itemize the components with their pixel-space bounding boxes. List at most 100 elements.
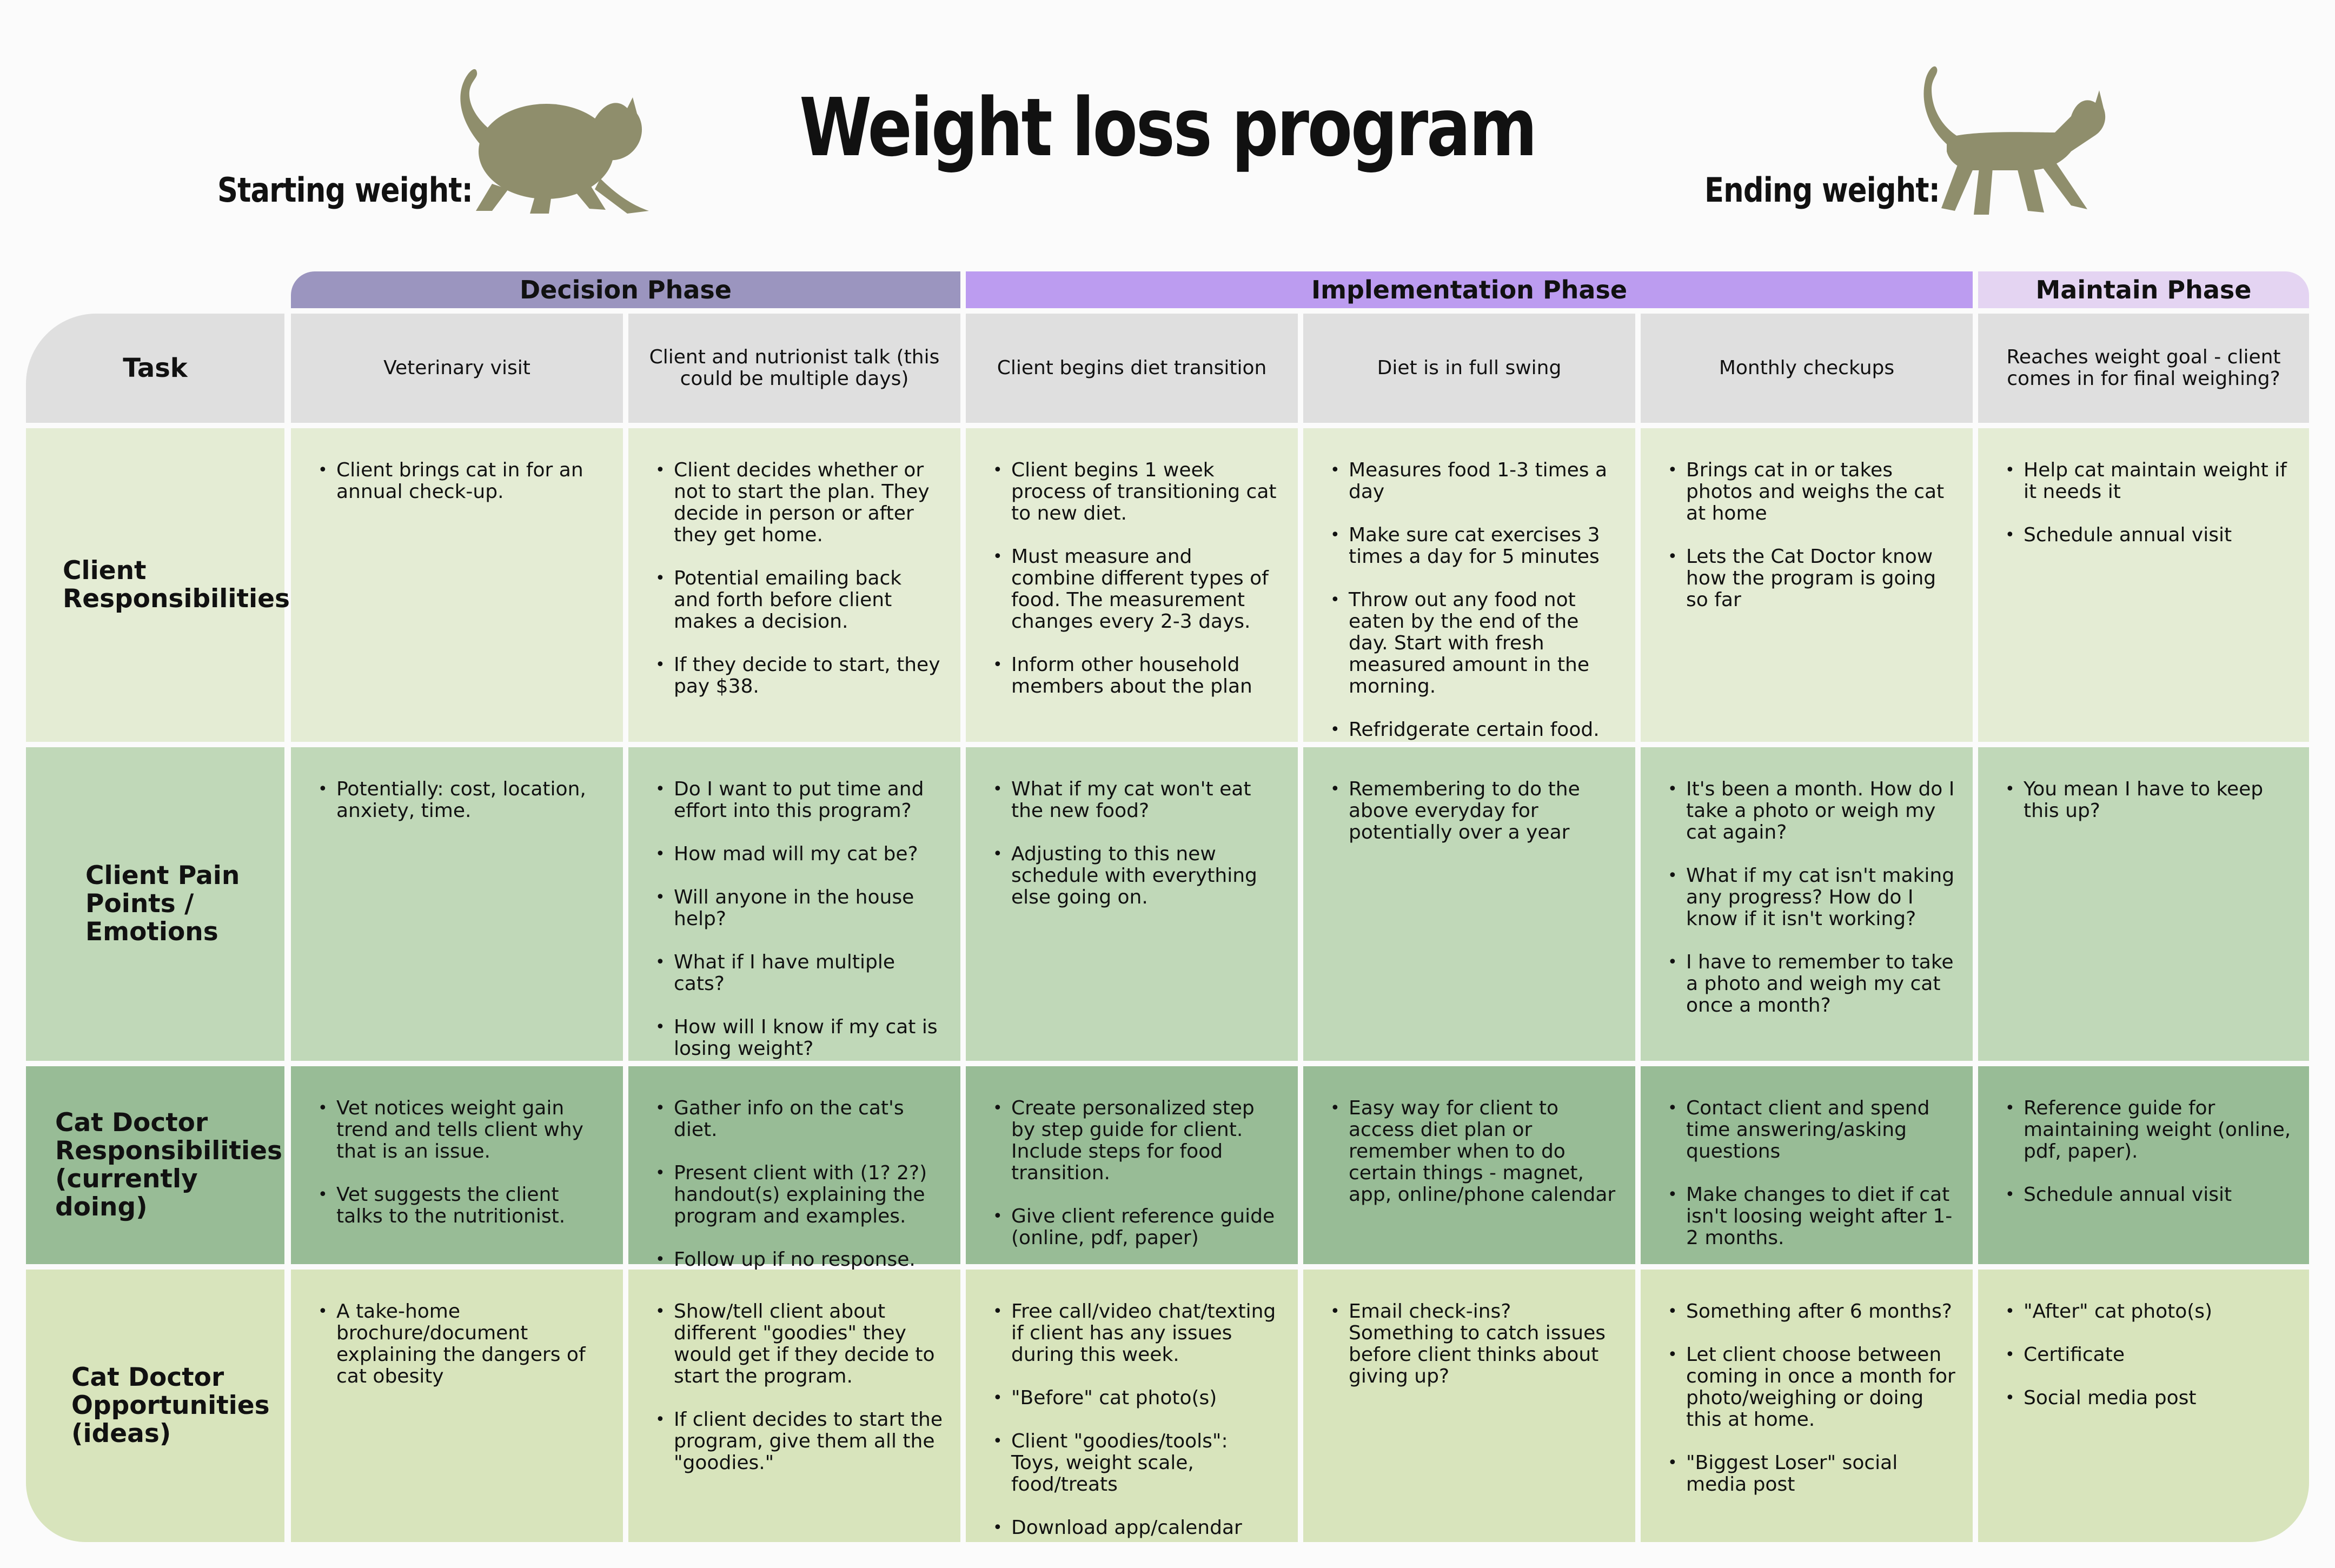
list-item: "Before" cat photo(s) xyxy=(993,1387,1282,1410)
table-cell: Client decides whether or not to start t… xyxy=(628,428,960,742)
table-cell: Brings cat in or takes photos and weighs… xyxy=(1641,428,1973,742)
table-cell: What if my cat won't eat the new food? Ad… xyxy=(966,747,1298,1061)
row-label: Cat Doctor Opportunities (ideas) xyxy=(26,1270,284,1542)
list-item: Remembering to do the above everyday for… xyxy=(1330,779,1619,843)
bullet-list: Client decides whether or not to start t… xyxy=(655,460,944,697)
list-item: Follow up if no response. xyxy=(655,1249,944,1271)
table-cell: Show/tell client about different "goodie… xyxy=(628,1270,960,1542)
list-item: If client decides to start the program, … xyxy=(655,1409,944,1474)
list-item: Download app/calendar xyxy=(993,1517,1282,1539)
list-item: Client decides whether or not to start t… xyxy=(655,460,944,546)
list-item: Make changes to diet if cat isn't loosin… xyxy=(1668,1184,1956,1249)
list-item: Show/tell client about different "goodie… xyxy=(655,1301,944,1387)
list-item: Adjusting to this new schedule with ever… xyxy=(993,843,1282,908)
list-item: Must measure and combine different types… xyxy=(993,546,1282,633)
list-item: Present client with (1? 2?) handout(s) e… xyxy=(655,1162,944,1227)
list-item: Let client choose between coming in once… xyxy=(1668,1344,1956,1431)
row-label: Cat Doctor Responsibilities (currently d… xyxy=(26,1066,284,1264)
table-cell: "After" cat photo(s) Certificate Social me… xyxy=(1978,1270,2309,1542)
list-item: Certificate xyxy=(2005,1344,2293,1366)
phase-maintain: Maintain Phase xyxy=(1978,271,2309,308)
list-item: Refridgerate certain food. xyxy=(1330,719,1619,741)
list-item: Lets the Cat Doctor know how the program… xyxy=(1668,546,1956,611)
list-item: Vet suggests the client talks to the nut… xyxy=(318,1184,607,1227)
bullet-list: Create personalized step by step guide f… xyxy=(993,1098,1282,1249)
bullet-list: Free call/video chat/texting if client h… xyxy=(993,1301,1282,1539)
page-title: Weight loss program xyxy=(799,81,1537,174)
list-item: Throw out any food not eaten by the end … xyxy=(1330,589,1619,697)
task-header-cell: Reaches weight goal - client comes in fo… xyxy=(1978,314,2309,423)
list-item: Make sure cat exercises 3 times a day fo… xyxy=(1330,524,1619,568)
list-item: Email check-ins? Something to catch issu… xyxy=(1330,1301,1619,1387)
list-item: Gather info on the cat's diet. xyxy=(655,1098,944,1141)
list-item: Social media post xyxy=(2005,1387,2293,1410)
table-cell: Email check-ins? Something to catch issu… xyxy=(1303,1270,1635,1542)
list-item: Give client reference guide (online, pdf… xyxy=(993,1206,1282,1249)
list-item: Easy way for client to access diet plan … xyxy=(1330,1098,1619,1206)
table-cell: Do I want to put time and effort into th… xyxy=(628,747,960,1061)
list-item: Help cat maintain weight if it needs it xyxy=(2005,460,2293,503)
task-header-cell: Monthly checkups xyxy=(1641,314,1973,423)
row-label-task: Task xyxy=(26,314,284,423)
table-cell: Create personalized step by step guide f… xyxy=(966,1066,1298,1264)
bullet-list: Vet notices weight gain trend and tells … xyxy=(318,1098,607,1227)
list-item: Do I want to put time and effort into th… xyxy=(655,779,944,822)
list-item: What if my cat won't eat the new food? xyxy=(993,779,1282,822)
list-item: Create personalized step by step guide f… xyxy=(993,1098,1282,1184)
table-cell: Help cat maintain weight if it needs it S… xyxy=(1978,428,2309,742)
table-cell: Vet notices weight gain trend and tells … xyxy=(291,1066,623,1264)
bullet-list: Potentially: cost, location, anxiety, ti… xyxy=(318,779,607,822)
bullet-list: A take-home brochure/document explaining… xyxy=(318,1301,607,1387)
list-item: Client begins 1 week process of transiti… xyxy=(993,460,1282,524)
bullet-list: Reference guide for maintaining weight (… xyxy=(2005,1098,2293,1206)
list-item: Client "goodies/tools": Toys, weight sca… xyxy=(993,1431,1282,1496)
task-header-cell: Diet is in full swing xyxy=(1303,314,1635,423)
bullet-list: Email check-ins? Something to catch issu… xyxy=(1330,1301,1619,1387)
list-item: You mean I have to keep this up? xyxy=(2005,779,2293,822)
row-label: Client Pain Points / Emotions xyxy=(26,747,284,1061)
list-item: Schedule annual visit xyxy=(2005,1184,2293,1206)
bullet-list: "After" cat photo(s) Certificate Social me… xyxy=(2005,1301,2293,1410)
slim-cat-silhouette-icon xyxy=(1923,66,2106,215)
bullet-list: You mean I have to keep this up? xyxy=(2005,779,2293,822)
phase-decision: Decision Phase xyxy=(291,271,960,308)
list-item: It's been a month. How do I take a photo… xyxy=(1668,779,1956,843)
table-cell: Free call/video chat/texting if client h… xyxy=(966,1270,1298,1542)
bullet-list: Show/tell client about different "goodie… xyxy=(655,1301,944,1474)
list-item: Schedule annual visit xyxy=(2005,524,2293,547)
list-item: Brings cat in or takes photos and weighs… xyxy=(1668,460,1956,524)
list-item: Inform other household members about the… xyxy=(993,654,1282,697)
table-cell: Client brings cat in for an annual check… xyxy=(291,428,623,742)
table-cell: Something after 6 months? Let client choo… xyxy=(1641,1270,1973,1542)
table-cell: Client begins 1 week process of transiti… xyxy=(966,428,1298,742)
list-item: If they decide to start, they pay $38. xyxy=(655,654,944,697)
list-item: Contact client and spend time answering/… xyxy=(1668,1098,1956,1162)
phase-implementation: Implementation Phase xyxy=(966,271,1973,308)
ending-weight-label: Ending weight: xyxy=(1704,170,1940,210)
bullet-list: Measures food 1-3 times a day Make sure c… xyxy=(1330,460,1619,741)
table-cell: Measures food 1-3 times a day Make sure c… xyxy=(1303,428,1635,742)
list-item: Free call/video chat/texting if client h… xyxy=(993,1301,1282,1366)
list-item: "Biggest Loser" social media post xyxy=(1668,1452,1956,1496)
list-item: Reference guide for maintaining weight (… xyxy=(2005,1098,2293,1162)
bullet-list: It's been a month. How do I take a photo… xyxy=(1668,779,1956,1016)
list-item: I have to remember to take a photo and w… xyxy=(1668,952,1956,1016)
table-cell: You mean I have to keep this up? xyxy=(1978,747,2309,1061)
row-label: Client Responsibilities xyxy=(26,428,290,742)
table-cell: Potentially: cost, location, anxiety, ti… xyxy=(291,747,623,1061)
starting-weight-label: Starting weight: xyxy=(217,170,473,210)
list-item: Something after 6 months? xyxy=(1668,1301,1956,1323)
list-item: Vet notices weight gain trend and tells … xyxy=(318,1098,607,1162)
task-header-cell: Client and nutrionist talk (this could b… xyxy=(628,314,960,423)
list-item: How will I know if my cat is losing weig… xyxy=(655,1016,944,1060)
list-item: A take-home brochure/document explaining… xyxy=(318,1301,607,1387)
bullet-list: Contact client and spend time answering/… xyxy=(1668,1098,1956,1249)
bullet-list: Client begins 1 week process of transiti… xyxy=(993,460,1282,697)
bullet-list: Easy way for client to access diet plan … xyxy=(1330,1098,1619,1206)
list-item: Will anyone in the house help? xyxy=(655,887,944,930)
list-item: Potentially: cost, location, anxiety, ti… xyxy=(318,779,607,822)
list-item: Measures food 1-3 times a day xyxy=(1330,460,1619,503)
bullet-list: Gather info on the cat's diet. Present cl… xyxy=(655,1098,944,1271)
task-header-cell: Veterinary visit xyxy=(291,314,623,423)
bullet-list: Client brings cat in for an annual check… xyxy=(318,460,607,503)
